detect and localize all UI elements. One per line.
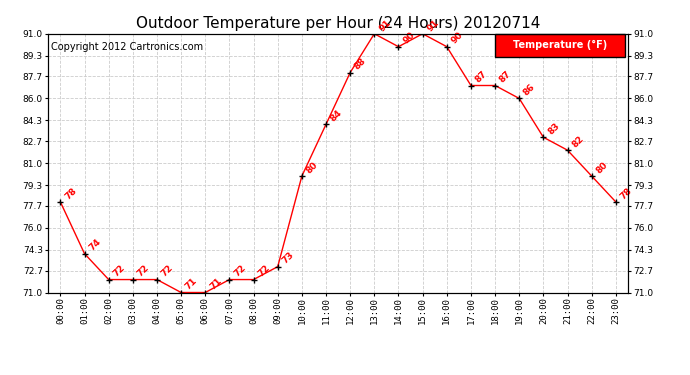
Text: 83: 83 [546,121,562,136]
Text: 91: 91 [377,18,393,33]
Text: 80: 80 [305,160,319,175]
Text: 72: 72 [112,264,127,279]
FancyBboxPatch shape [495,34,625,57]
Text: 90: 90 [402,31,417,46]
Text: 90: 90 [450,31,465,46]
Text: 78: 78 [63,186,79,201]
Text: 80: 80 [595,160,609,175]
Text: 74: 74 [88,237,103,253]
Text: 72: 72 [257,264,272,279]
Text: 82: 82 [571,134,586,149]
Text: 71: 71 [184,276,199,292]
Text: 78: 78 [619,186,634,201]
Text: 91: 91 [426,18,441,33]
Text: Copyright 2012 Cartronics.com: Copyright 2012 Cartronics.com [51,42,204,51]
Text: Temperature (°F): Temperature (°F) [513,40,607,50]
Text: 87: 87 [474,69,489,85]
Text: 71: 71 [208,276,224,292]
Text: 88: 88 [353,57,368,72]
Text: 72: 72 [136,264,151,279]
Text: 84: 84 [329,108,344,123]
Text: 86: 86 [522,82,538,98]
Text: 87: 87 [498,69,513,85]
Text: 72: 72 [160,264,175,279]
Title: Outdoor Temperature per Hour (24 Hours) 20120714: Outdoor Temperature per Hour (24 Hours) … [136,16,540,31]
Text: 72: 72 [233,264,248,279]
Text: 73: 73 [281,251,296,266]
